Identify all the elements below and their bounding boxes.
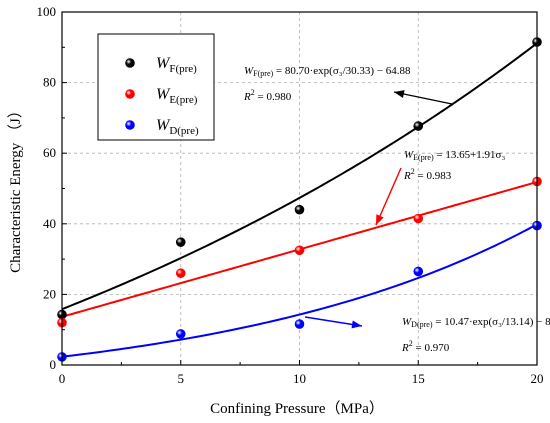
data-points <box>57 37 542 362</box>
data-point <box>294 245 305 256</box>
legend: WF(pre)WE(pre)WD(pre) <box>97 33 215 141</box>
x-tick-label: 0 <box>59 371 66 386</box>
y-tick-label: 100 <box>37 4 57 19</box>
legend-marker <box>125 89 135 99</box>
y-axis-title: Characteristic Energy （J） <box>7 103 24 273</box>
y-tick-label: 80 <box>43 75 56 90</box>
axis-ticks: 0 5 10 15 20 0 20 40 60 80 100 <box>37 4 544 386</box>
annotation-arrows <box>304 90 453 329</box>
data-point <box>294 319 305 329</box>
y-tick-label: 60 <box>43 145 56 160</box>
r-squared: R2 = 0.983 <box>403 167 452 182</box>
fit-equations: WF(pre) = 80.70·exp(σ₃/30.33) − 64.88 R2 … <box>243 65 550 354</box>
fit-curve-dpre <box>61 223 538 358</box>
fit-equation: WD(pre) = 10.47·exp(σ₃/13.14) − 8.13 <box>402 316 550 329</box>
arrow-we-head <box>376 214 384 225</box>
fit-equation: WE(pre) = 13.65+1.91σ₃ <box>404 149 505 162</box>
data-point <box>175 237 186 247</box>
r-squared: R2 = 0.980 <box>243 88 292 103</box>
y-tick-label: 0 <box>50 357 57 372</box>
data-point <box>175 268 186 279</box>
fit-equation: WF(pre) = 80.70·exp(σ₃/30.33) − 64.88 <box>244 65 411 78</box>
data-point <box>413 121 424 131</box>
x-tick-label: 5 <box>178 371 185 386</box>
x-tick-label: 15 <box>412 371 425 386</box>
y-tick-label: 20 <box>43 286 56 301</box>
data-point <box>175 329 186 339</box>
legend-marker <box>125 120 135 130</box>
legend-marker <box>125 58 135 68</box>
x-axis-title: Confining Pressure（MPa） <box>210 400 384 417</box>
r-squared: R2 = 0.970 <box>401 339 450 354</box>
legend-box <box>97 33 215 141</box>
fit-curve-fpre <box>61 42 538 311</box>
arrow-wf-head <box>394 90 405 98</box>
y-tick-label: 40 <box>43 216 56 231</box>
arrow-wd-head <box>351 320 362 329</box>
x-tick-label: 20 <box>531 371 544 386</box>
data-point <box>294 204 305 215</box>
arrow-we <box>375 167 402 226</box>
data-point <box>413 213 424 224</box>
x-tick-label: 10 <box>293 371 306 386</box>
data-point <box>413 266 424 277</box>
